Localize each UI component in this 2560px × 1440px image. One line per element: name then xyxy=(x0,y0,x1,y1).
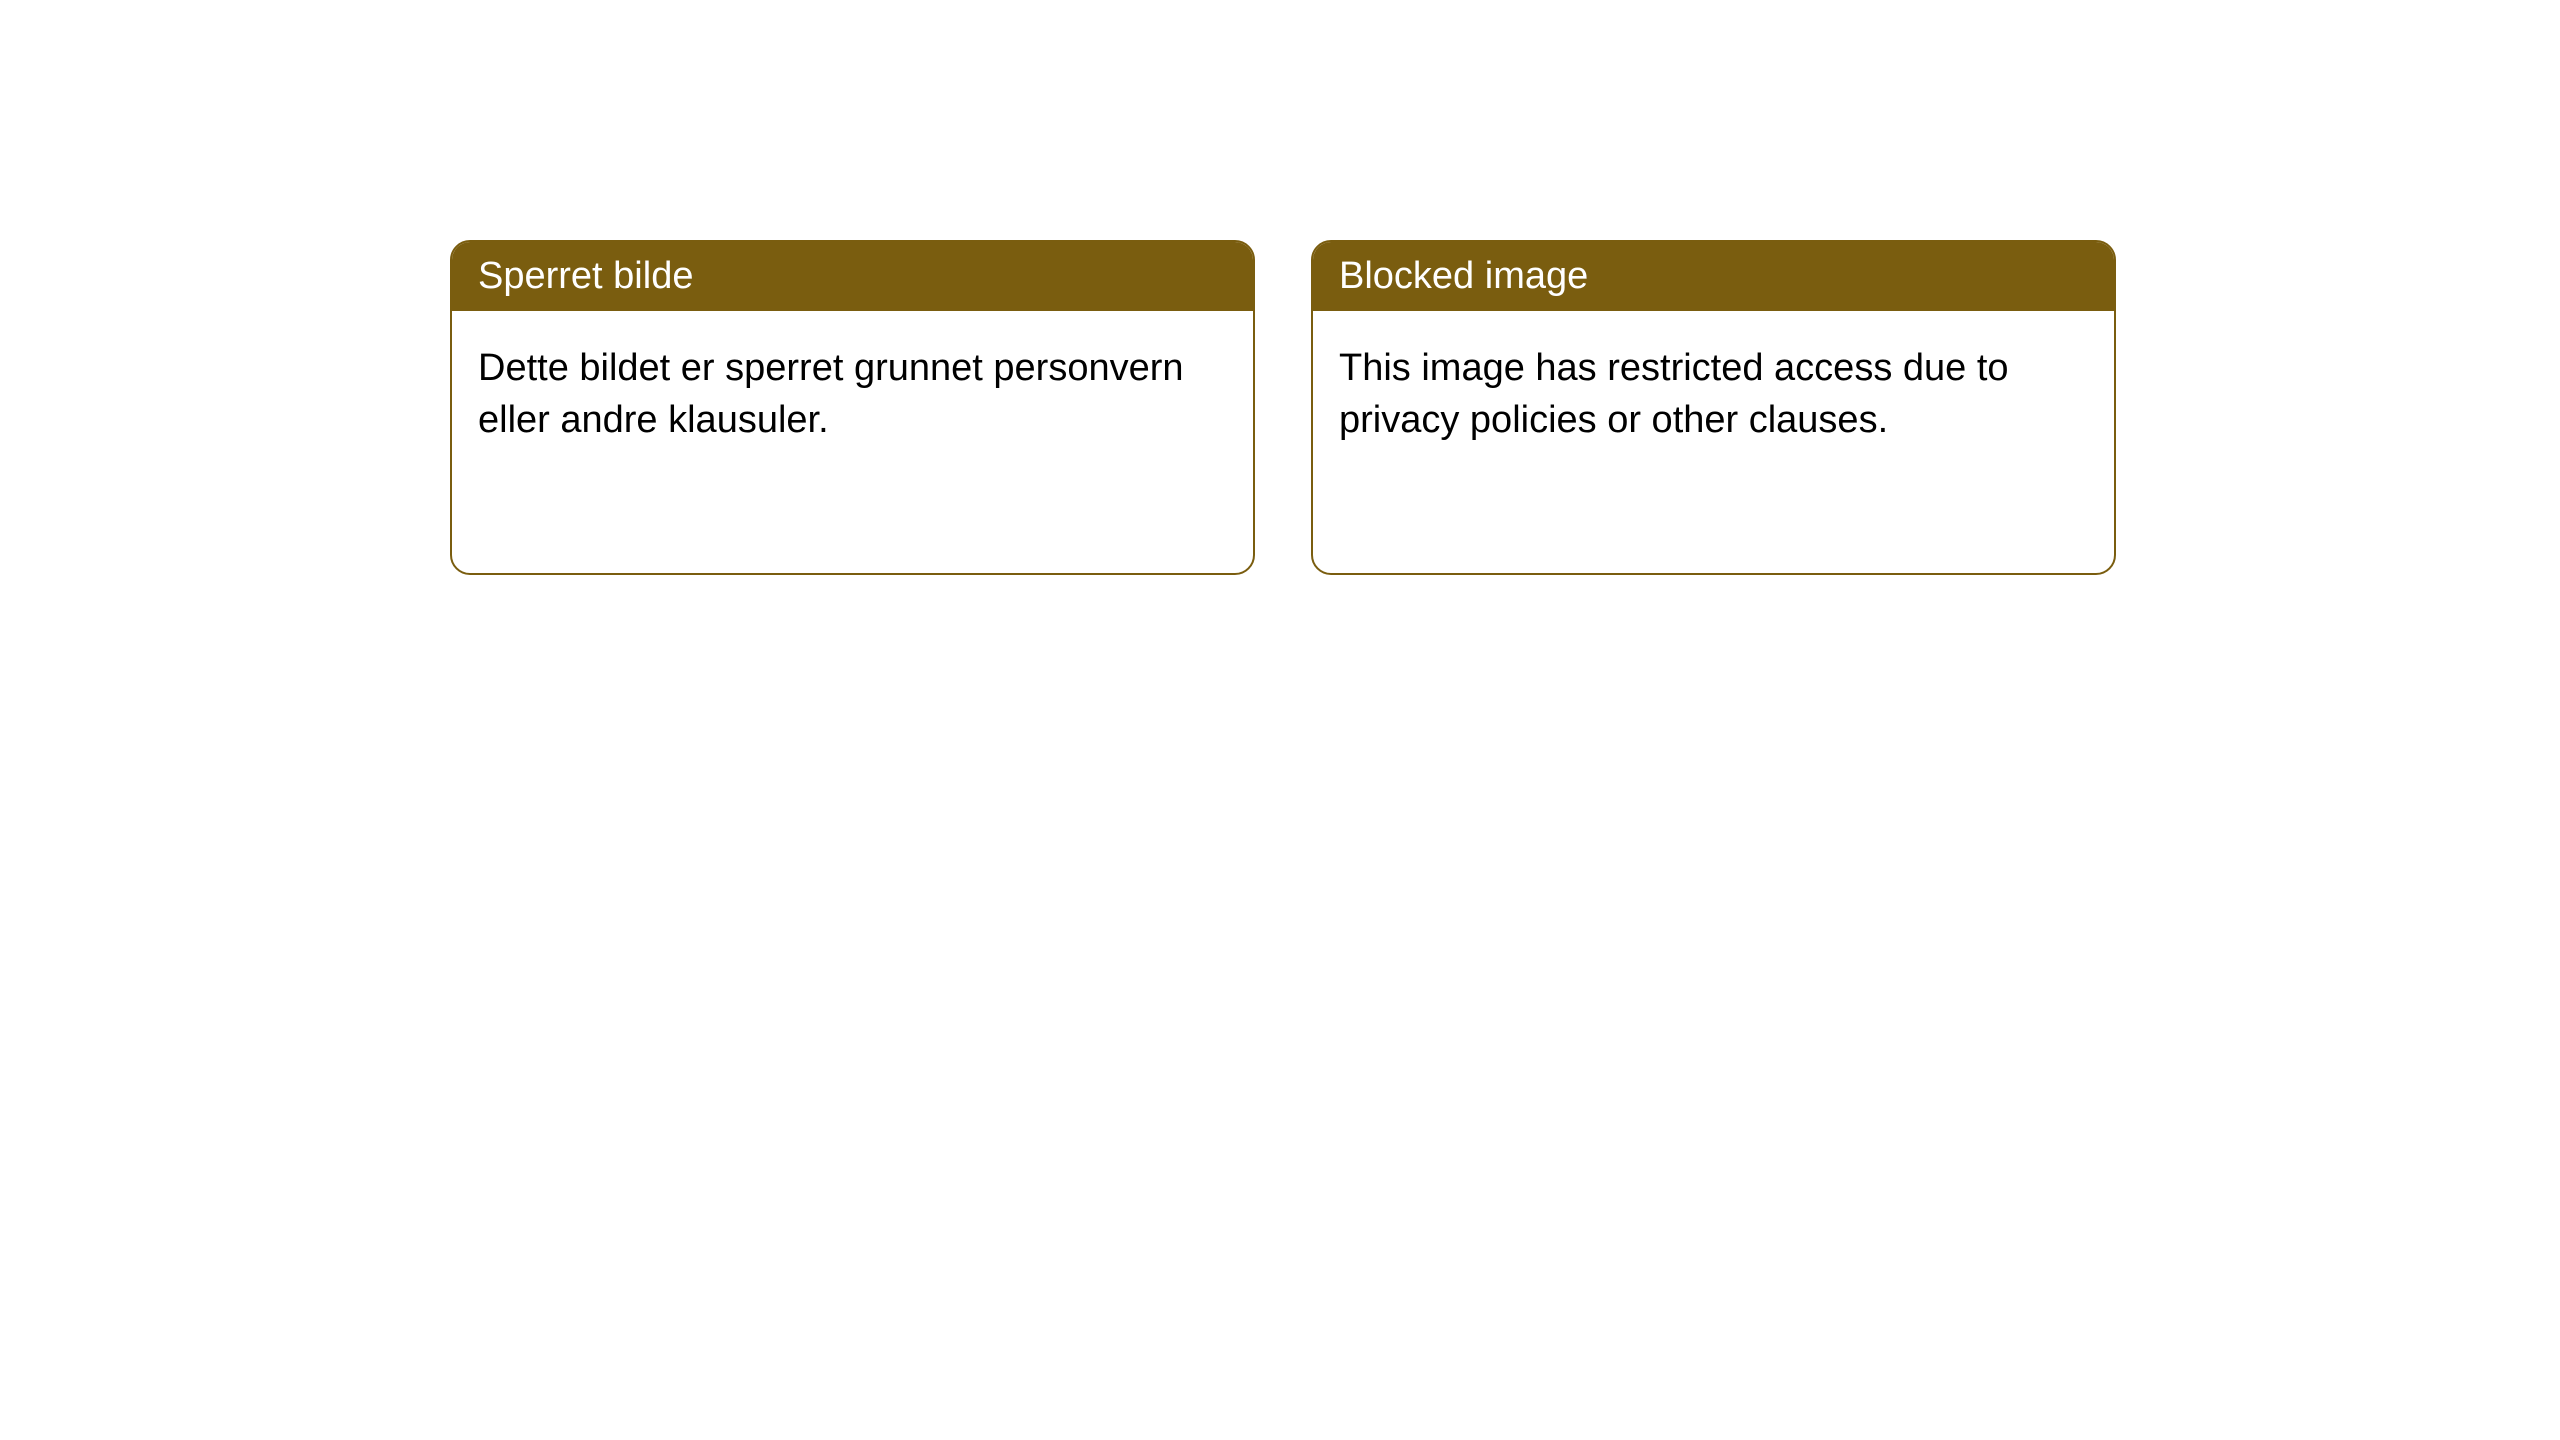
notice-card-body: Dette bildet er sperret grunnet personve… xyxy=(452,311,1253,478)
notice-card-title: Blocked image xyxy=(1313,242,2114,311)
notice-card-norwegian: Sperret bilde Dette bildet er sperret gr… xyxy=(450,240,1255,575)
notice-card-container: Sperret bilde Dette bildet er sperret gr… xyxy=(0,0,2560,575)
notice-card-english: Blocked image This image has restricted … xyxy=(1311,240,2116,575)
notice-card-body: This image has restricted access due to … xyxy=(1313,311,2114,478)
notice-card-title: Sperret bilde xyxy=(452,242,1253,311)
